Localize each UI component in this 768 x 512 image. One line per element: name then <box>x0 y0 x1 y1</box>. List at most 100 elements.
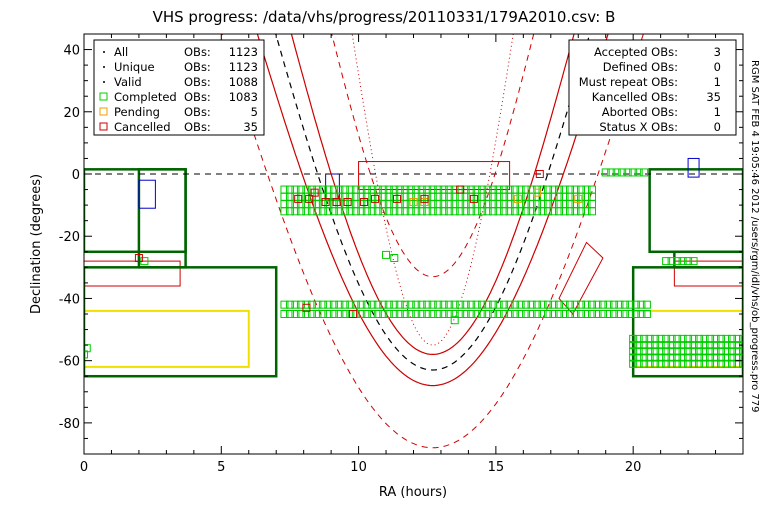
completed-ob-marker <box>722 347 731 356</box>
completed-ob-marker <box>555 310 564 318</box>
completed-ob-marker <box>626 310 635 318</box>
cancelled-ob-marker <box>332 198 341 206</box>
completed-ob-marker <box>642 300 651 309</box>
completed-ob-marker <box>582 300 591 309</box>
completed-ob-marker <box>516 310 525 318</box>
blue-region-box <box>138 179 156 209</box>
legend-right-label: Kancelled OBs: <box>592 90 678 104</box>
completed-ob-marker <box>522 300 531 309</box>
x-tick-label: 10 <box>350 460 367 475</box>
completed-ob-marker <box>656 334 665 343</box>
completed-ob-marker <box>346 185 355 194</box>
legend-left-label: Cancelled <box>114 120 171 134</box>
completed-ob-marker <box>593 310 602 318</box>
legend-right-box <box>568 39 737 136</box>
completed-ob-marker <box>634 341 643 350</box>
completed-ob-marker <box>739 353 743 362</box>
completed-ob-marker <box>390 310 399 318</box>
legend-square-symbol <box>99 92 108 101</box>
cancelled-ob-marker <box>535 170 544 178</box>
y-tick-label: -60 <box>59 355 80 370</box>
completed-ob-marker <box>667 353 676 362</box>
legend-left-value: 1123 <box>229 45 258 59</box>
completed-ob-marker <box>428 185 437 194</box>
completed-ob-marker <box>620 300 629 309</box>
side-footer-text: RGM SAT FEB 4 19:05:46 2012 /users/rgm/i… <box>749 60 760 412</box>
legend-left-key: OBs: <box>184 105 211 119</box>
completed-ob-marker <box>667 257 676 266</box>
completed-ob-marker <box>382 250 391 259</box>
pending-ob-marker <box>409 198 418 206</box>
cancelled-ob-marker <box>393 194 402 203</box>
completed-ob-marker <box>673 334 682 343</box>
completed-ob-marker <box>412 310 421 318</box>
completed-ob-marker <box>656 341 665 350</box>
completed-ob-marker <box>623 168 632 177</box>
completed-ob-marker <box>684 353 693 362</box>
completed-ob-marker <box>618 168 627 177</box>
completed-ob-marker <box>642 310 651 318</box>
completed-ob-marker <box>423 300 432 309</box>
completed-ob-marker <box>695 334 704 343</box>
completed-ob-marker <box>717 341 726 350</box>
completed-ob-marker <box>689 257 698 266</box>
completed-ob-marker <box>604 310 613 318</box>
legend-right-label: Accepted OBs: <box>594 45 678 59</box>
completed-ob-marker <box>700 341 709 350</box>
completed-ob-marker <box>307 310 316 318</box>
completed-ob-marker <box>324 185 333 194</box>
completed-ob-marker <box>626 300 635 309</box>
completed-ob-marker <box>472 310 481 318</box>
completed-ob-marker <box>285 300 294 309</box>
completed-ob-marker <box>390 254 399 262</box>
completed-ob-marker <box>689 341 698 350</box>
completed-ob-marker <box>571 185 580 194</box>
completed-ob-marker <box>673 341 682 350</box>
completed-ob-marker <box>629 359 638 368</box>
yellow-region-box <box>632 309 743 368</box>
completed-ob-marker <box>313 300 322 309</box>
legend-left-key: OBs: <box>184 45 211 59</box>
completed-ob-marker <box>695 347 704 356</box>
completed-ob-marker <box>609 310 618 318</box>
completed-ob-marker <box>651 334 660 343</box>
completed-ob-marker <box>324 300 333 309</box>
completed-ob-marker <box>538 300 547 309</box>
completed-ob-marker <box>711 341 720 350</box>
completed-ob-marker <box>700 347 709 356</box>
completed-ob-marker <box>678 353 687 362</box>
completed-ob-marker <box>280 185 289 194</box>
completed-ob-marker <box>598 310 607 318</box>
completed-ob-marker <box>576 185 585 194</box>
completed-ob-marker <box>500 185 509 194</box>
cancelled-ob-marker <box>469 194 478 203</box>
completed-ob-marker <box>467 300 476 309</box>
legend-left: All OBs: 1123 Unique OBs: 1123 Valid OBs: 1088 Co… <box>93 39 265 136</box>
completed-ob-marker <box>587 310 596 318</box>
completed-ob-marker <box>645 359 654 368</box>
completed-ob-marker <box>450 185 459 194</box>
cancelled-ob-marker <box>343 198 352 206</box>
completed-ob-marker <box>629 353 638 362</box>
red-region-box <box>673 260 743 287</box>
completed-ob-marker <box>505 310 514 318</box>
completed-ob-marker <box>368 310 377 318</box>
completed-ob-marker <box>667 341 676 350</box>
completed-ob-marker <box>445 185 454 194</box>
completed-ob-marker <box>645 347 654 356</box>
x-tick-label: 15 <box>488 460 505 475</box>
legend-left-value: 5 <box>251 105 258 119</box>
red-region-box <box>358 161 511 191</box>
cancelled-ob-marker <box>305 194 314 203</box>
completed-ob-marker <box>439 300 448 309</box>
legend-right-value: 0 <box>714 120 721 134</box>
completed-ob-marker <box>728 341 737 350</box>
completed-ob-marker <box>318 300 327 309</box>
completed-ob-marker <box>406 300 415 309</box>
completed-ob-marker <box>640 334 649 343</box>
cancelled-ob-marker <box>294 194 303 203</box>
completed-ob-marker <box>607 168 616 177</box>
completed-ob-marker <box>335 310 344 318</box>
completed-ob-marker <box>329 300 338 309</box>
legend-left-label: Valid <box>114 75 142 89</box>
